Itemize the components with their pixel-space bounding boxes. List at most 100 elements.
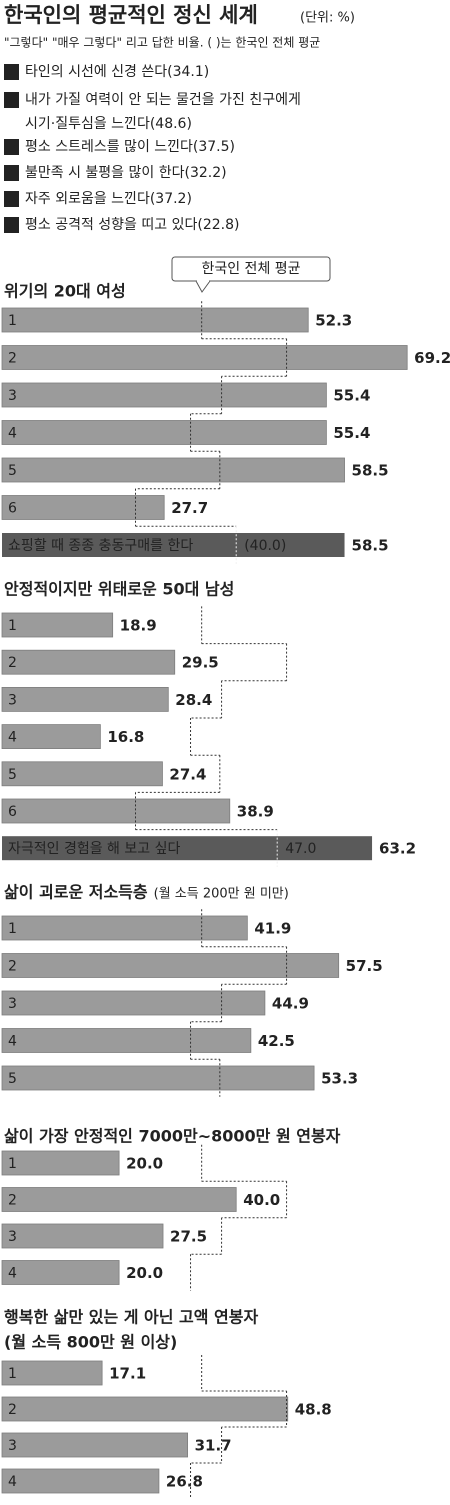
bar <box>1 1065 315 1091</box>
legend-text: 평소 공격적 성향을 띠고 있다(22.8) <box>25 217 239 233</box>
category-label: 1 <box>8 921 17 937</box>
category-label: 3 <box>8 1229 17 1245</box>
category-label: 2 <box>8 1193 17 1209</box>
bar <box>1 724 101 749</box>
value-label: 26.8 <box>166 1473 203 1491</box>
legend-number: 6 <box>7 219 15 233</box>
bar <box>1 382 327 408</box>
callout-box <box>171 256 331 282</box>
legend-number: 4 <box>7 167 15 181</box>
value-label: 48.8 <box>295 1401 332 1419</box>
highlight-bar <box>2 533 345 557</box>
value-label: 58.5 <box>352 462 389 480</box>
value-label: 44.9 <box>272 995 309 1013</box>
panel-title: 삶이 가장 안정적인 7000만~8000만 원 연봉자 <box>4 1127 341 1146</box>
bar <box>1 1432 189 1458</box>
category-label: 5 <box>8 1071 17 1087</box>
category-label: 3 <box>8 1438 17 1454</box>
bar <box>1 307 309 333</box>
category-label: 2 <box>8 655 17 671</box>
legend-text: 시기·질투심을 느낀다(48.6) <box>25 116 192 132</box>
value-label: 42.5 <box>258 1032 295 1050</box>
value-label: 53.3 <box>321 1070 358 1088</box>
panel-title: 안정적이지만 위태로운 50대 남성 <box>4 580 234 599</box>
value-label: 27.7 <box>171 499 208 517</box>
category-label: 1 <box>8 618 17 634</box>
value-label: 20.0 <box>126 1155 163 1173</box>
value-label: 52.3 <box>315 312 352 330</box>
value-label: 38.9 <box>237 803 274 821</box>
bar <box>1 915 248 941</box>
value-label: 17.1 <box>109 1365 146 1383</box>
legend-text: 내가 가질 여력이 안 되는 물건을 가진 친구에게 <box>25 92 301 108</box>
value-label: 28.4 <box>175 691 212 709</box>
category-label: 1 <box>8 313 17 329</box>
bar <box>1 1260 120 1285</box>
legend-number: 2 <box>7 94 15 108</box>
callout-pointer <box>195 280 211 293</box>
category-label: 4 <box>8 730 17 746</box>
legend-number: 5 <box>7 193 15 207</box>
bar <box>1 761 163 787</box>
panel-subtitle: (월 소득 800만 원 이상) <box>4 1333 177 1352</box>
legend-badge <box>4 139 19 155</box>
category-label: 2 <box>8 1402 17 1418</box>
category-label: 6 <box>8 501 17 517</box>
bar <box>1 1396 289 1422</box>
highlight-average-label: (40.0) <box>244 538 286 554</box>
legend-text: 불만족 시 불평을 많이 한다(32.2) <box>25 165 227 181</box>
legend-number: 1 <box>7 66 15 80</box>
bar <box>1 990 266 1016</box>
category-label: 2 <box>8 351 17 367</box>
value-label: 31.7 <box>195 1437 232 1455</box>
category-label: 2 <box>8 959 17 975</box>
value-label: 20.0 <box>126 1264 163 1282</box>
callout-text: 한국인 전체 평균 <box>201 261 300 277</box>
category-label: 3 <box>8 692 17 708</box>
unit-label: (단위: %) <box>300 11 355 26</box>
bar <box>1 649 176 675</box>
highlight-average-label: 47.0 <box>285 841 316 857</box>
value-label: 58.5 <box>352 537 389 555</box>
highlight-label: 자극적인 경험을 해 보고 싶다 <box>8 841 180 857</box>
legend-text: 자주 외로움을 느낀다(37.2) <box>25 191 192 207</box>
chart-title: 한국인의 평균적인 정신 세계 <box>4 3 258 27</box>
bar <box>1 457 345 483</box>
category-label: 5 <box>8 767 17 783</box>
average-callout: 한국인 전체 평균 <box>171 256 331 293</box>
value-label: 27.5 <box>170 1228 207 1246</box>
chart-subtitle: "그렇다" "매우 그렇다" 리고 답한 비율. ( )는 한국인 전체 평균 <box>4 35 320 50</box>
legend-badge <box>4 165 19 181</box>
highlight-label: 쇼핑할 때 종종 충동구매를 한다 <box>8 538 193 554</box>
legend-badge <box>4 217 19 233</box>
bar <box>1 612 114 638</box>
category-label: 4 <box>8 1266 17 1282</box>
category-label: 1 <box>8 1156 17 1172</box>
panel-title: 삶이 괴로운 저소득층 <box>4 883 148 902</box>
bar <box>1 798 231 824</box>
bar <box>1 1360 103 1386</box>
category-label: 1 <box>8 1366 17 1382</box>
highlight-bar <box>2 836 373 861</box>
category-label: 3 <box>8 996 17 1012</box>
value-label: 16.8 <box>107 728 144 746</box>
bar <box>1 1187 237 1212</box>
panel-title: 위기의 20대 여성 <box>4 282 126 301</box>
legend-number: 3 <box>7 141 15 155</box>
panel-subtitle: (월 소득 200만 원 미만) <box>154 887 289 902</box>
bar <box>1 953 340 978</box>
value-label: 41.9 <box>254 920 291 938</box>
value-label: 57.5 <box>346 957 383 975</box>
bar <box>1 1028 252 1053</box>
bar <box>1 420 327 445</box>
bar <box>1 345 408 370</box>
value-label: 27.4 <box>169 765 206 783</box>
legend-badge <box>4 191 19 207</box>
value-label: 29.5 <box>182 654 219 672</box>
bar <box>1 1150 120 1176</box>
bar <box>1 1223 164 1249</box>
category-label: 4 <box>8 426 17 442</box>
legend-badge <box>4 64 19 80</box>
category-label: 4 <box>8 1474 17 1490</box>
category-label: 3 <box>8 388 17 404</box>
